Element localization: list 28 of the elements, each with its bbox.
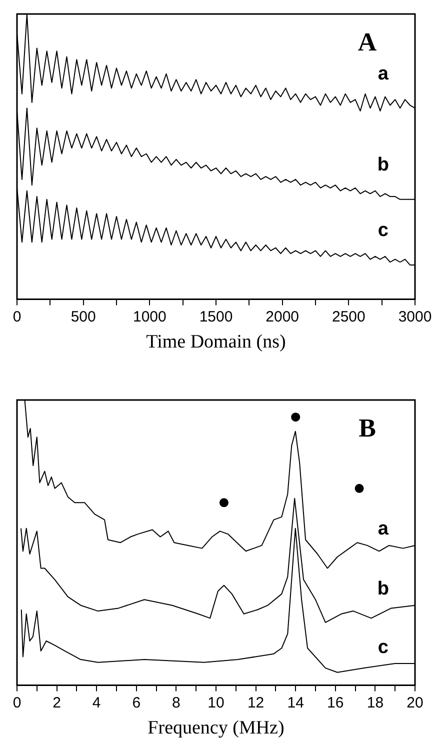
annotation: B — [358, 414, 376, 443]
x-tick-label: 14 — [287, 694, 304, 712]
series-label: b — [377, 154, 389, 176]
x-tick-label: 4 — [92, 694, 101, 712]
x-tick-label: 6 — [132, 694, 141, 712]
series-label: a — [378, 63, 389, 84]
x-axis-title: Frequency (MHz) — [148, 718, 284, 739]
series-label: b — [377, 578, 389, 600]
x-tick-label: 500 — [70, 308, 96, 326]
x-tick-label: 1000 — [132, 308, 166, 326]
annotation: A — [358, 28, 377, 57]
x-tick-label: 2 — [52, 694, 61, 712]
x-tick-label: 2000 — [266, 308, 300, 326]
x-tick-label: 8 — [172, 694, 180, 712]
x-tick-label: 2500 — [332, 308, 366, 326]
x-tick-label: 10 — [208, 694, 224, 712]
x-tick-label: 3000 — [398, 308, 432, 326]
x-tick-label: 1500 — [199, 308, 233, 326]
x-axis-title: Time Domain (ns) — [146, 332, 286, 353]
series-label: c — [378, 636, 389, 658]
series-label: a — [378, 518, 389, 540]
x-tick-label: 20 — [406, 694, 424, 712]
x-tick-label: 18 — [366, 694, 384, 712]
x-tick-label: 12 — [247, 694, 264, 712]
x-tick-label: 0 — [12, 694, 22, 712]
x-tick-label: 16 — [327, 694, 344, 712]
series-label: c — [378, 220, 389, 242]
x-tick-label: 0 — [12, 308, 22, 326]
